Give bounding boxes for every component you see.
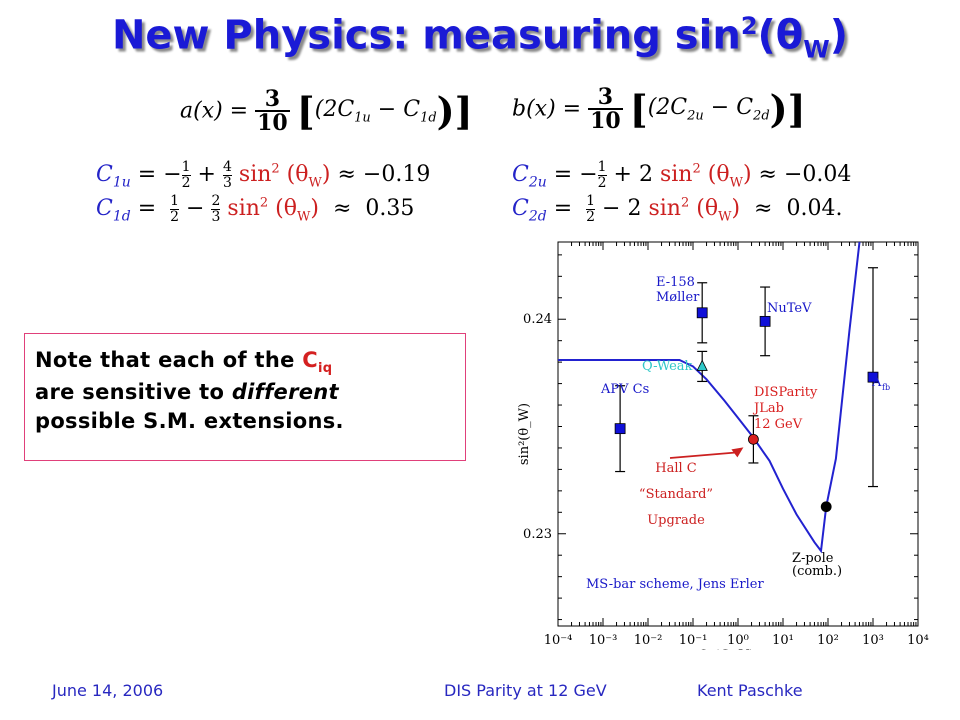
hallc-arrow-head <box>731 447 744 458</box>
equation-a: a(x) = 3 10 [(2C1u − C1d)] <box>180 86 473 136</box>
jlab-label: JLab <box>752 401 784 416</box>
qweak-label: Q-Weak <box>642 359 693 374</box>
nutev-marker <box>759 315 771 327</box>
x-tick-label: 10² <box>817 633 839 648</box>
hallc-upgrade-label: Upgrade <box>647 513 705 528</box>
moller-label: Møller <box>656 290 700 305</box>
twelve-gev-label: 12 GeV <box>754 417 803 432</box>
note-line-3: possible S.M. extensions. <box>35 409 344 434</box>
sm-running-curve <box>558 241 861 554</box>
footer-date: June 14, 2006 <box>52 681 164 700</box>
plot-frame <box>557 241 919 627</box>
nutev-label: NuTeV <box>767 301 812 316</box>
afb-label: A <box>871 375 882 390</box>
q-weak-marker <box>696 359 708 371</box>
x-tick-label: 10⁻² <box>634 633 663 648</box>
x-tick-label: 10⁰ <box>727 633 749 648</box>
e158-label: E-158 <box>656 275 695 290</box>
equation-a-lhs: a(x) = <box>180 98 249 124</box>
equation-b-fraction: 3 10 <box>588 84 623 134</box>
hallc-standard-label: “Standard” <box>639 487 713 502</box>
x-tick-label: 10⁻³ <box>589 633 618 648</box>
hallc-label: Hall C <box>655 461 697 476</box>
x-tick-label: 10¹ <box>772 633 794 648</box>
y-tick-label: 0.24 <box>523 312 552 327</box>
equation-b-lhs: b(x) = <box>512 96 582 122</box>
disparity-label: DISParity <box>754 385 818 400</box>
footer-author: Kent Paschke <box>697 681 803 700</box>
note-line-1: Note that each of the Ciq <box>35 348 333 377</box>
zpole-comb-label: (comb.) <box>792 564 842 579</box>
z-pole-comb-marker <box>820 501 832 513</box>
note-line-2: are sensitive to different <box>35 380 339 405</box>
x-tick-label: 10³ <box>862 633 884 648</box>
x-tick-label: 10⁴ <box>907 633 929 648</box>
note-box: Note that each of the Ciq are sensitive … <box>24 333 466 461</box>
equation-b: b(x) = 3 10 [(2C2u − C2d)] <box>512 84 806 134</box>
e-158-m-ller-marker <box>696 307 708 319</box>
afb-sub-label: fb <box>882 383 890 392</box>
theta-symbol: θ <box>775 12 804 59</box>
y-axis-label: sin²(θ_W) <box>517 403 532 465</box>
disparity-jlab-12-gev-marker <box>748 433 759 445</box>
zpole-label: Z-pole <box>792 551 834 566</box>
x-axis-label: Q (GeV) <box>698 648 754 650</box>
a-fb-marker <box>867 371 879 383</box>
hallc-arrow-line <box>669 451 738 459</box>
apv-cs-label: APV Cs <box>600 382 649 397</box>
x-tick-label: 10⁻⁴ <box>544 633 573 648</box>
scheme-label: MS-bar scheme, Jens Erler <box>586 577 764 592</box>
slide-title: New Physics: measuring sin2(θW) <box>111 12 849 64</box>
apv-cs-marker <box>614 423 626 435</box>
equation-c2u: C2u = −1 2 + 2 sin2 (θW) ≈ −0.04 <box>512 159 852 191</box>
x-tick-label: 10⁻¹ <box>679 633 708 648</box>
y-tick-label: 0.23 <box>523 527 552 542</box>
sin2-theta-running-chart: 10⁻⁴ 10⁻³ 10⁻² 10⁻¹ 10⁰ 10¹ 10² 10³ 10⁴ 0.23 0.24 Q… <box>517 241 929 650</box>
footer-event: DIS Parity at 12 GeV <box>444 681 607 700</box>
equation-a-fraction: 3 10 <box>255 86 290 136</box>
